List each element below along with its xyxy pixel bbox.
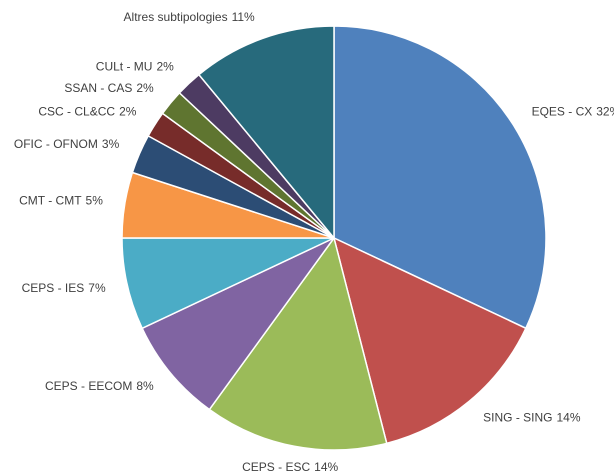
slice-label: SING - SING 14%: [483, 410, 581, 424]
slice-value: 2%: [119, 105, 137, 119]
slice-value: 2%: [136, 81, 154, 95]
slice-category: SING - SING: [483, 410, 552, 424]
pie-slice: [333, 25, 547, 330]
slice-value: 3%: [102, 137, 120, 151]
slice-value: 2%: [156, 60, 174, 74]
slice-label: OFIC - OFNOM 3%: [14, 137, 120, 151]
slice-label: SSAN - CAS 2%: [64, 81, 154, 95]
slice-category: EQES - CX: [532, 105, 593, 119]
slice-category: CSC - CL&CC: [38, 105, 115, 119]
pie-slice: [332, 236, 527, 445]
slice-label: Altres subtipologies 11%: [124, 10, 256, 24]
slice-category: CEPS - IES: [22, 281, 85, 295]
slice-value: 14%: [314, 460, 338, 473]
slice-value: 8%: [136, 379, 154, 393]
slice-category: CEPS - ESC: [242, 460, 310, 473]
slice-category: CEPS - EECOM: [45, 379, 132, 393]
pie-slice: [197, 25, 335, 241]
slice-value: 5%: [86, 194, 104, 208]
slice-value: 7%: [88, 281, 106, 295]
slice-label: CULt - MU 2%: [96, 60, 174, 74]
slice-value: 11%: [232, 10, 255, 24]
slice-label: CEPS - ESC 14%: [242, 460, 338, 473]
slice-category: CMT - CMT: [19, 194, 82, 208]
slice-category: OFIC - OFNOM: [14, 137, 98, 151]
slice-category: CULt - MU: [96, 60, 153, 74]
slice-value: 14%: [557, 410, 581, 424]
pie-slice: [208, 236, 388, 451]
slice-label: CSC - CL&CC 2%: [38, 105, 136, 119]
slice-label: CEPS - EECOM 8%: [45, 379, 154, 393]
slice-label: CEPS - IES 7%: [22, 281, 106, 295]
pie-slice: [141, 237, 335, 411]
slice-category: Altres subtipologies: [124, 10, 228, 24]
slice-value: 32%: [596, 105, 614, 119]
slice-category: SSAN - CAS: [64, 81, 132, 95]
slice-label: CMT - CMT 5%: [19, 194, 103, 208]
